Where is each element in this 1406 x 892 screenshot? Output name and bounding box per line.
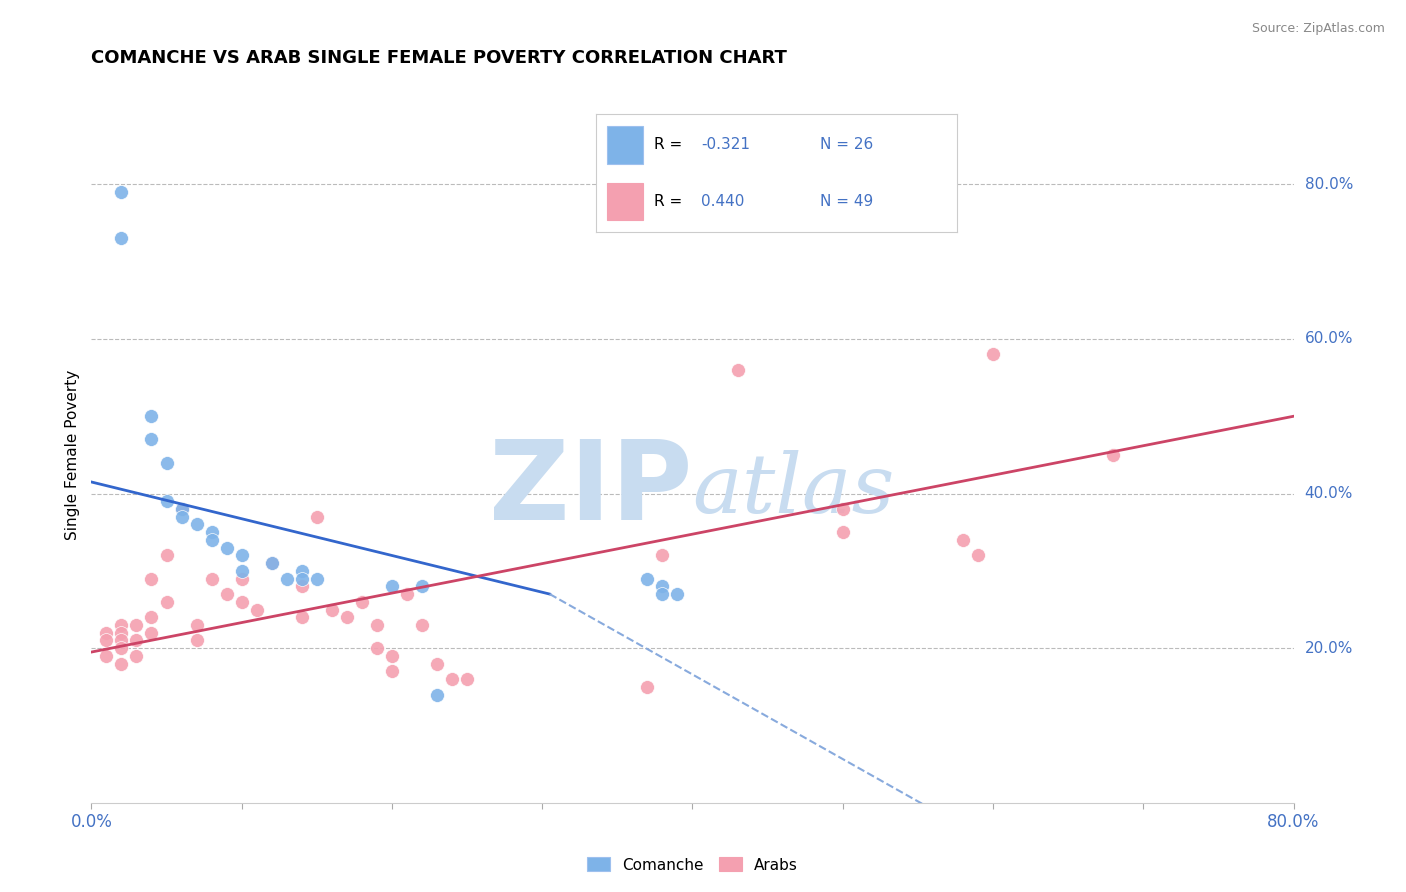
- Point: [321, 602, 343, 616]
- Point: [96, 633, 118, 648]
- Point: [246, 602, 269, 616]
- Point: [141, 409, 163, 424]
- Point: [305, 509, 328, 524]
- Point: [381, 579, 404, 593]
- Y-axis label: Single Female Poverty: Single Female Poverty: [65, 370, 80, 540]
- Point: [125, 618, 148, 632]
- Text: atlas: atlas: [692, 450, 894, 530]
- Point: [411, 618, 433, 632]
- Point: [727, 363, 749, 377]
- Point: [831, 525, 853, 540]
- Point: [291, 564, 314, 578]
- Text: 60.0%: 60.0%: [1305, 332, 1353, 346]
- Point: [170, 502, 193, 516]
- Text: Source: ZipAtlas.com: Source: ZipAtlas.com: [1251, 22, 1385, 36]
- Text: 80.0%: 80.0%: [1305, 177, 1353, 192]
- Point: [231, 564, 253, 578]
- Point: [186, 618, 208, 632]
- Point: [110, 185, 132, 199]
- Point: [260, 556, 283, 570]
- Point: [456, 672, 478, 686]
- Point: [411, 579, 433, 593]
- Point: [231, 595, 253, 609]
- Point: [260, 556, 283, 570]
- Point: [141, 572, 163, 586]
- Point: [831, 502, 853, 516]
- Point: [141, 433, 163, 447]
- Point: [155, 456, 177, 470]
- Point: [155, 549, 177, 563]
- Point: [305, 572, 328, 586]
- Point: [170, 509, 193, 524]
- Point: [215, 541, 238, 555]
- Point: [381, 665, 404, 679]
- Point: [201, 525, 224, 540]
- Point: [651, 587, 673, 601]
- Point: [110, 625, 132, 640]
- Point: [141, 625, 163, 640]
- Point: [201, 533, 224, 547]
- Point: [125, 648, 148, 663]
- Point: [366, 641, 388, 656]
- Text: 40.0%: 40.0%: [1305, 486, 1353, 501]
- Point: [440, 672, 463, 686]
- Point: [125, 633, 148, 648]
- Point: [636, 572, 658, 586]
- Point: [155, 595, 177, 609]
- Point: [186, 517, 208, 532]
- Point: [110, 641, 132, 656]
- Point: [350, 595, 373, 609]
- Text: COMANCHE VS ARAB SINGLE FEMALE POVERTY CORRELATION CHART: COMANCHE VS ARAB SINGLE FEMALE POVERTY C…: [91, 49, 787, 67]
- Point: [155, 494, 177, 508]
- Point: [141, 610, 163, 624]
- Point: [231, 549, 253, 563]
- Point: [651, 579, 673, 593]
- Text: 20.0%: 20.0%: [1305, 640, 1353, 656]
- Point: [395, 587, 418, 601]
- Point: [636, 680, 658, 694]
- Point: [170, 502, 193, 516]
- Point: [666, 587, 689, 601]
- Point: [291, 610, 314, 624]
- Point: [201, 572, 224, 586]
- Point: [110, 657, 132, 671]
- Point: [952, 533, 974, 547]
- Point: [291, 572, 314, 586]
- Point: [96, 625, 118, 640]
- Point: [426, 657, 449, 671]
- Point: [276, 572, 298, 586]
- Point: [366, 618, 388, 632]
- Point: [291, 579, 314, 593]
- Point: [381, 648, 404, 663]
- Point: [336, 610, 359, 624]
- Legend: Comanche, Arabs: Comanche, Arabs: [581, 851, 804, 879]
- Point: [215, 587, 238, 601]
- Point: [651, 549, 673, 563]
- Point: [110, 231, 132, 245]
- Point: [967, 549, 990, 563]
- Point: [110, 633, 132, 648]
- Point: [981, 347, 1004, 361]
- Point: [110, 618, 132, 632]
- Point: [186, 633, 208, 648]
- Text: ZIP: ZIP: [489, 436, 692, 543]
- Point: [1102, 448, 1125, 462]
- Point: [426, 688, 449, 702]
- Point: [231, 572, 253, 586]
- Point: [96, 648, 118, 663]
